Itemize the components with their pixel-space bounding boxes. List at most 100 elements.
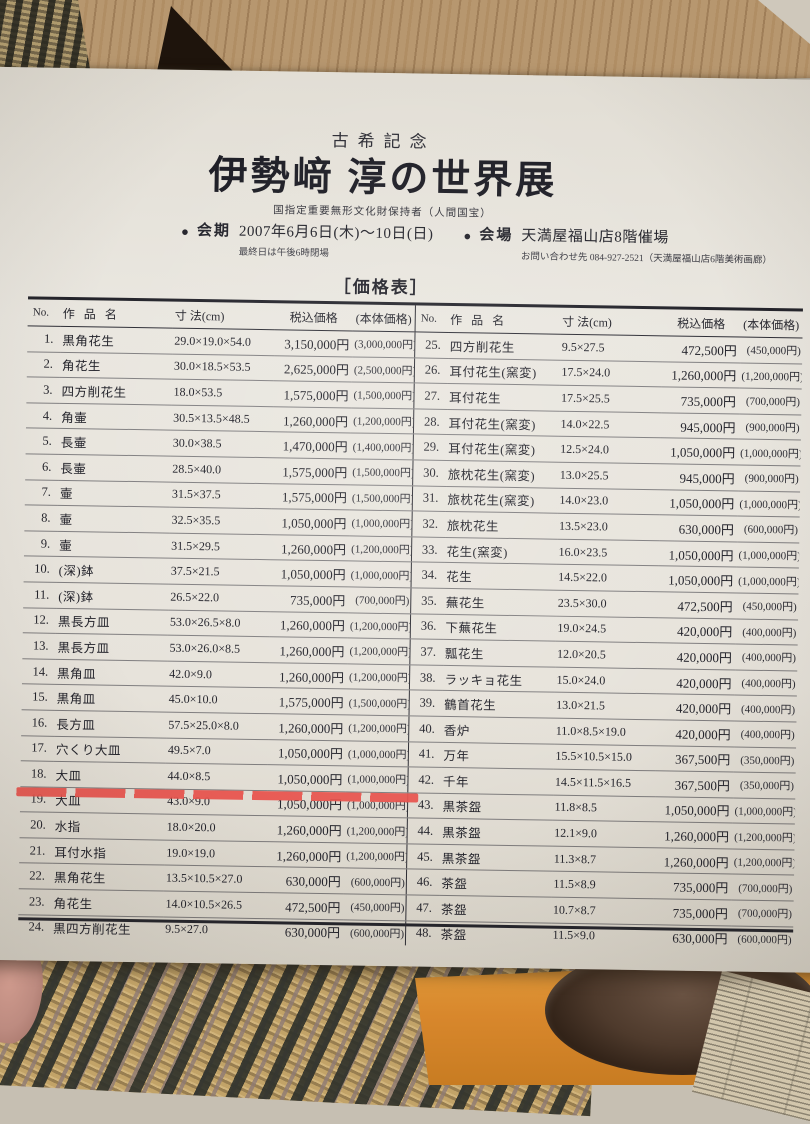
cell-no: 30. bbox=[412, 459, 447, 486]
cell-name: 花生(窯変) bbox=[444, 537, 557, 565]
cell-name: ラッキョ花生 bbox=[442, 665, 555, 693]
cell-base-price: (1,500,000円) bbox=[349, 484, 413, 512]
venue-note: お問い合わせ先 084-927-2521（天満屋福山店6階美術画廊） bbox=[520, 252, 772, 267]
cell-name: 大皿 bbox=[53, 761, 166, 789]
cell-no: 15. bbox=[21, 684, 55, 711]
cell-no: 37. bbox=[409, 639, 444, 666]
venue-info: ● 会場 天満屋福山店8階催場 お問い合わせ先 084-927-2521（天満屋… bbox=[463, 226, 772, 266]
cell-base-price: (1,200,000円) bbox=[344, 842, 407, 870]
cell-name: 耳付花生(窯変) bbox=[446, 409, 559, 437]
cell-size: 13.5×23.0 bbox=[556, 513, 660, 541]
cell-size: 31.5×37.5 bbox=[169, 481, 273, 509]
cell-size: 57.5×25.0×8.0 bbox=[166, 711, 269, 740]
cell-no: 5. bbox=[25, 428, 59, 455]
cell-name: 耳付花生 bbox=[446, 383, 560, 411]
cell-price: 1,050,000円 bbox=[659, 489, 738, 517]
cell-base-price: (1,500,000円) bbox=[346, 689, 409, 716]
cell-size: 9.5×27.0 bbox=[162, 916, 266, 944]
cell-base-price: (600,000円) bbox=[342, 919, 406, 946]
cell-name: 黒長方皿 bbox=[55, 633, 168, 661]
cell-size: 17.5×25.5 bbox=[558, 385, 662, 413]
period-value: 2007年6月6日(木)～10日(日) bbox=[238, 223, 434, 243]
cell-size: 11.5×9.0 bbox=[550, 922, 653, 950]
cell-name: 黒茶盌 bbox=[440, 793, 553, 821]
cell-name: 耳付花生(窯変) bbox=[447, 358, 560, 386]
cell-name: 鶴首花生 bbox=[442, 690, 555, 719]
cell-no: 10. bbox=[23, 556, 57, 583]
cell-base-price: (700,000円) bbox=[738, 388, 802, 415]
cell-base-price: (1,200,000円) bbox=[731, 823, 795, 850]
cell-no: 1. bbox=[43, 331, 54, 346]
cell-base-price: (450,000円) bbox=[343, 893, 406, 921]
cell-price: 367,500円 bbox=[654, 770, 734, 798]
cell-size: 13.0×21.5 bbox=[553, 692, 657, 720]
cell-price: 1,050,000円 bbox=[657, 566, 737, 593]
cell-size: 42.0×9.0 bbox=[166, 660, 270, 688]
cell-size: 37.5×21.5 bbox=[168, 558, 271, 586]
cell-name: 瓢花生 bbox=[442, 639, 556, 667]
cell-price: 1,260,000円 bbox=[266, 841, 345, 869]
cell-name: 黒茶盌 bbox=[439, 844, 552, 872]
cell-name: 角花生 bbox=[59, 351, 173, 380]
cell-no: 48. bbox=[405, 920, 439, 947]
cell-no: 26. bbox=[414, 357, 448, 384]
cell-base-price: (350,000円) bbox=[733, 746, 796, 774]
cell-size: 10.7×8.7 bbox=[550, 897, 654, 925]
cell-price: 945,000円 bbox=[659, 463, 738, 491]
cell-name: 旅枕花生 bbox=[444, 511, 558, 539]
cell-price: 1,575,000円 bbox=[272, 457, 351, 485]
cell-name: 下蕪花生 bbox=[443, 613, 556, 642]
cell-base-price: (3,000,000円) bbox=[354, 338, 415, 352]
cell-name: 穴くり大皿 bbox=[53, 735, 167, 764]
cell-base-price: (1,200,000円) bbox=[739, 362, 802, 390]
cell-no: 46. bbox=[406, 869, 440, 896]
cell-no: 45. bbox=[406, 843, 440, 870]
cell-name: 壷 bbox=[57, 479, 171, 508]
cell-size: 14.0×10.5×26.5 bbox=[163, 891, 266, 919]
cell-size: 28.5×40.0 bbox=[170, 456, 273, 484]
cell-no: 20. bbox=[19, 812, 53, 839]
cell-no: 29. bbox=[413, 434, 447, 461]
cell-size: 11.3×8.7 bbox=[551, 846, 654, 874]
cell-name: (深)鉢 bbox=[56, 582, 169, 610]
table-row: 48. 茶盌 11.5×9.0 630,000円 (600,000円) bbox=[405, 920, 793, 952]
cell-base-price: (700,000円) bbox=[731, 874, 794, 902]
cell-name: 水指 bbox=[52, 812, 165, 840]
cell-name: 黒四方削花生 bbox=[50, 914, 164, 942]
cell-name: 蕪花生 bbox=[443, 588, 557, 616]
cell-base-price: (900,000円) bbox=[737, 464, 800, 492]
price-table-left-half: No. 作 品 名 寸 法(cm) 税込価格 (本体価格) 1. 黒角花生 29.0… bbox=[17, 299, 415, 946]
cell-price: 1,260,000円 bbox=[269, 611, 349, 639]
cell-size: 14.0×23.0 bbox=[557, 487, 660, 515]
cell-price: 1,050,000円 bbox=[659, 438, 739, 465]
cell-name: 角壷 bbox=[58, 403, 172, 431]
cell-base-price: (450,000円) bbox=[746, 344, 801, 358]
cell-no: 35. bbox=[410, 587, 445, 614]
cell-size: 13.5×10.5×27.0 bbox=[163, 865, 267, 893]
cell-no: 21. bbox=[19, 837, 53, 864]
cell-price: 1,575,000円 bbox=[273, 380, 352, 408]
cell-name: 黒角花生 bbox=[62, 333, 115, 349]
cell-no: 9. bbox=[23, 530, 58, 557]
cell-base-price: (1,500,000円) bbox=[351, 382, 414, 409]
cell-size: 53.0×26.0×8.5 bbox=[167, 635, 270, 663]
period-info: ● 会期 2007年6月6日(木)～10日(日) 最終日は午後6時閉場 bbox=[181, 222, 434, 261]
cell-no: 22. bbox=[18, 863, 53, 890]
cell-price: 420,000円 bbox=[656, 642, 736, 670]
cell-size: 11.8×8.5 bbox=[552, 794, 655, 823]
cell-no: 7. bbox=[24, 479, 59, 506]
cell-price: 630,000円 bbox=[658, 514, 738, 542]
cell-price: 1,260,000円 bbox=[272, 406, 352, 434]
cell-base-price: (2,500,000円) bbox=[351, 356, 415, 384]
cell-name: 千年 bbox=[440, 767, 554, 795]
cell-name: 花生 bbox=[444, 562, 557, 591]
cell-price: 420,000円 bbox=[657, 617, 736, 645]
cell-name: 黒角花生 bbox=[51, 863, 165, 892]
price-table: No. 作 品 名 寸 法(cm) 税込価格 (本体価格) 1. 黒角花生 29.0… bbox=[16, 296, 803, 952]
cell-price: 1,050,000円 bbox=[267, 739, 347, 766]
cell-size: 31.5×29.5 bbox=[168, 532, 272, 561]
cell-no: 38. bbox=[409, 664, 443, 691]
cell-size: 19.0×19.0 bbox=[164, 839, 267, 868]
cell-no: 8. bbox=[24, 504, 58, 532]
cell-base-price: (1,400,000円) bbox=[350, 433, 413, 460]
